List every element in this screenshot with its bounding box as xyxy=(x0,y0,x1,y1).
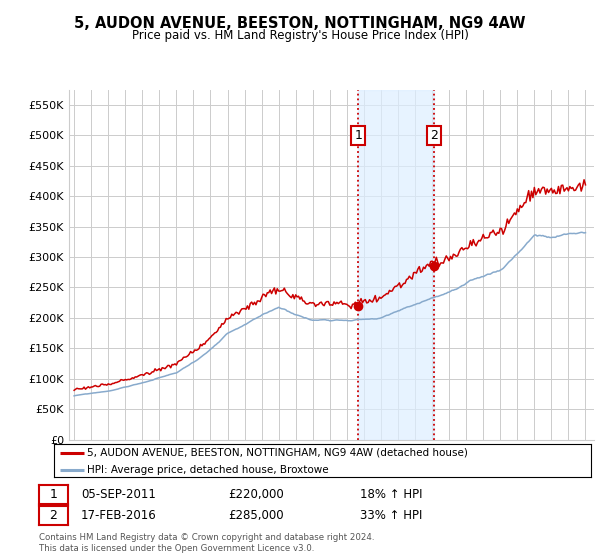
Text: 1: 1 xyxy=(355,129,362,142)
Text: 5, AUDON AVENUE, BEESTON, NOTTINGHAM, NG9 4AW: 5, AUDON AVENUE, BEESTON, NOTTINGHAM, NG… xyxy=(74,16,526,31)
Text: Contains HM Land Registry data © Crown copyright and database right 2024.
This d: Contains HM Land Registry data © Crown c… xyxy=(39,533,374,553)
Text: 1: 1 xyxy=(49,488,58,501)
Text: 05-SEP-2011: 05-SEP-2011 xyxy=(81,488,156,501)
Text: 2: 2 xyxy=(49,509,58,522)
Text: 33% ↑ HPI: 33% ↑ HPI xyxy=(360,509,422,522)
Text: 2: 2 xyxy=(430,129,438,142)
Text: HPI: Average price, detached house, Broxtowe: HPI: Average price, detached house, Brox… xyxy=(87,465,329,475)
Text: 5, AUDON AVENUE, BEESTON, NOTTINGHAM, NG9 4AW (detached house): 5, AUDON AVENUE, BEESTON, NOTTINGHAM, NG… xyxy=(87,448,468,458)
Text: £220,000: £220,000 xyxy=(228,488,284,501)
Text: Price paid vs. HM Land Registry's House Price Index (HPI): Price paid vs. HM Land Registry's House … xyxy=(131,29,469,42)
Text: 17-FEB-2016: 17-FEB-2016 xyxy=(81,509,157,522)
Bar xyxy=(358,90,434,440)
Text: £285,000: £285,000 xyxy=(228,509,284,522)
Text: 18% ↑ HPI: 18% ↑ HPI xyxy=(360,488,422,501)
